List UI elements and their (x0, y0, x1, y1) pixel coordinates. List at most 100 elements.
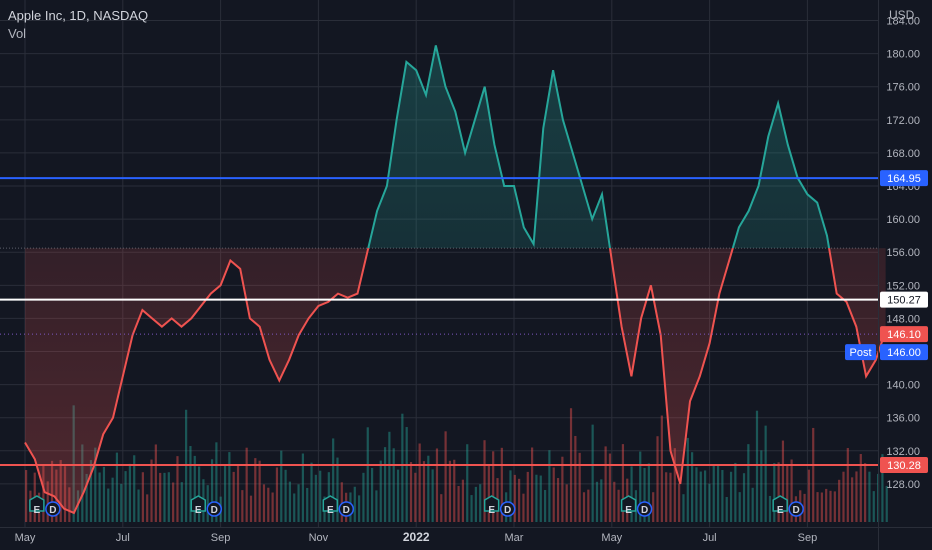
volume-bar (764, 425, 767, 522)
volume-bar (665, 472, 668, 522)
volume-bar (470, 495, 473, 522)
volume-bar (768, 495, 772, 522)
volume-bar (288, 481, 292, 522)
volume-bar (539, 475, 542, 522)
volume-bar (388, 431, 391, 522)
volume-bar (556, 478, 560, 522)
volume-bar (163, 472, 166, 522)
volume-bar (591, 424, 594, 522)
volume-bar (89, 460, 93, 522)
volume-bar (275, 467, 279, 522)
volume-bar (457, 485, 460, 522)
volume-bar (833, 491, 836, 522)
volume-bar (703, 470, 707, 522)
y-tick-label: 156.00 (886, 247, 920, 259)
volume-bar (301, 453, 304, 522)
volume-bar (608, 453, 612, 522)
volume-bar (236, 464, 240, 522)
volume-bar (595, 481, 599, 522)
volume-bar (630, 466, 633, 522)
earnings-marker-icon[interactable] (772, 495, 788, 512)
volume-bar (604, 446, 607, 522)
volume-bar (682, 494, 685, 522)
volume-bar (868, 471, 871, 522)
blue-line-price-tag: 164.95 (887, 173, 921, 185)
earnings-marker-icon[interactable] (29, 495, 45, 512)
dividend-marker-letter: D (211, 505, 218, 516)
volume-bar (150, 459, 153, 522)
volume-bar (742, 473, 746, 522)
volume-bar (427, 455, 430, 522)
dividend-marker-icon[interactable] (636, 501, 653, 517)
earnings-marker-icon[interactable] (190, 495, 207, 512)
volume-bar (340, 482, 343, 522)
y-tick-label: 152.00 (886, 280, 920, 292)
red-line-price-tag-bg (880, 457, 928, 474)
volume-bar (518, 478, 521, 522)
volume-bar (522, 493, 525, 522)
earnings-marker-icon[interactable] (620, 495, 637, 512)
volume-bar (669, 472, 672, 522)
volume-bar (42, 464, 45, 522)
y-tick-label: 136.00 (886, 413, 920, 425)
dividend-marker-icon[interactable] (499, 501, 516, 517)
volume-bar (721, 469, 724, 522)
volume-bar (128, 463, 131, 522)
dividend-marker-icon[interactable] (338, 501, 355, 517)
volume-bar (159, 472, 162, 522)
volume-bar (414, 472, 417, 522)
x-tick-label: May (15, 532, 36, 544)
price-line-up (367, 45, 831, 249)
volume-bar (232, 471, 235, 522)
volume-bar (790, 459, 793, 522)
volume-bar (751, 487, 754, 522)
dividend-marker-letter: D (343, 505, 350, 516)
x-tick-label: Sep (211, 532, 231, 544)
volume-bar (716, 464, 720, 522)
volume-bar (435, 448, 439, 522)
dividend-marker-letter: D (49, 505, 56, 516)
volume-bar (280, 450, 283, 522)
volume-bar (46, 481, 49, 522)
volume-bar (25, 470, 28, 522)
volume-bar (358, 495, 361, 522)
volume-bar (379, 460, 382, 522)
post-badge-bg (845, 344, 876, 361)
blue-line-price-tag-bg (880, 170, 928, 187)
volume-bar (102, 466, 106, 522)
dividend-marker-icon[interactable] (45, 501, 61, 517)
volume-bar (500, 447, 503, 522)
earnings-marker-icon[interactable] (322, 495, 339, 512)
white-line-price-tag: 150.27 (887, 295, 921, 307)
volume-bar (574, 435, 577, 522)
volume-bar (582, 492, 586, 522)
volume-bar (167, 472, 170, 522)
volume-bar (94, 447, 97, 522)
volume-bar (647, 463, 650, 522)
volume-bar (734, 462, 737, 522)
dividend-marker-icon[interactable] (788, 501, 804, 517)
dividend-marker-letter: D (641, 505, 648, 516)
y-tick-label: 132.00 (886, 446, 920, 458)
volume-bar (409, 462, 413, 522)
volume-bar (617, 489, 620, 522)
volume-bar (375, 490, 378, 522)
x-tick-label: Jul (116, 532, 130, 544)
dividend-marker-letter: D (793, 505, 800, 516)
volume-bar (487, 464, 490, 522)
volume-bar (829, 490, 832, 522)
volume-bar (552, 467, 555, 522)
volume-bar (535, 474, 538, 522)
volume-bar (154, 444, 157, 522)
volume-bar (513, 474, 516, 522)
y-tick-label: 160.00 (886, 214, 920, 226)
volume-bar (474, 486, 477, 522)
volume-bar (781, 440, 785, 522)
y-tick-label: 168.00 (886, 148, 920, 160)
dividend-marker-icon[interactable] (206, 501, 223, 517)
earnings-marker-icon[interactable] (483, 495, 500, 512)
volume-bar (816, 492, 819, 522)
volume-bar (543, 490, 547, 522)
